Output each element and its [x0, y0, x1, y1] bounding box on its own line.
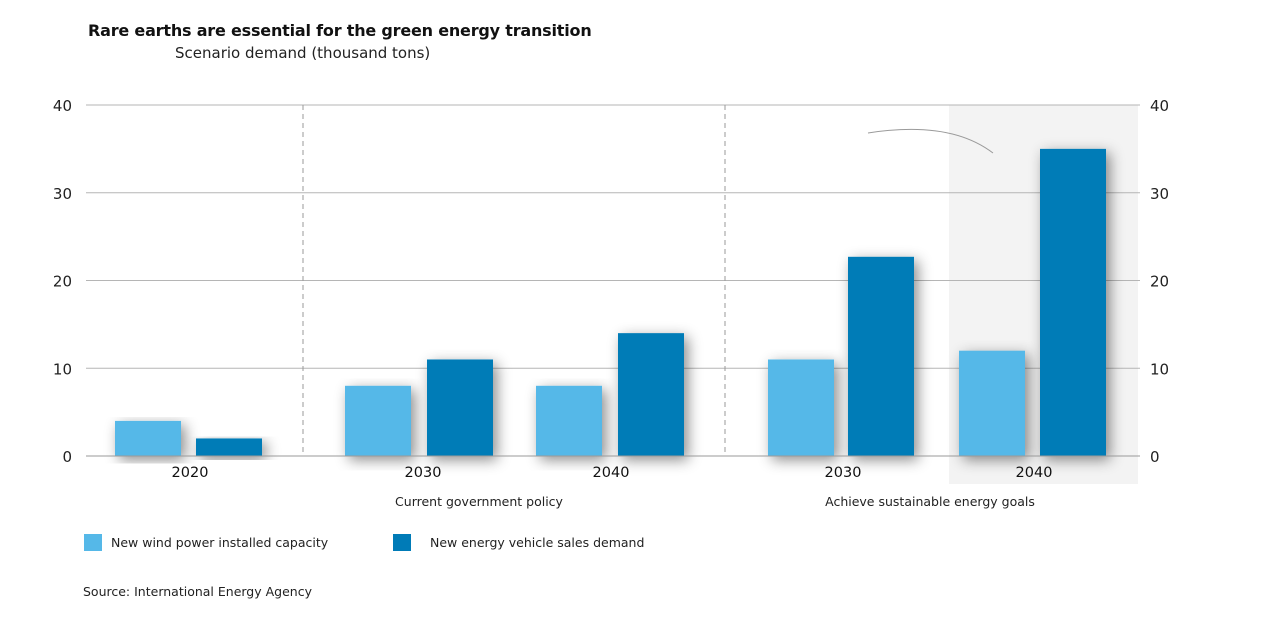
x-tick-label: 2040 [1016, 465, 1053, 481]
group-label: Achieve sustainable energy goals [825, 494, 1035, 509]
x-tick-label: 2030 [405, 465, 442, 481]
bar-wind-4 [959, 350, 1025, 456]
legend-item-vehicle: New energy vehicle sales demand [393, 534, 644, 551]
bar-vehicle-4 [1040, 148, 1106, 456]
x-tick-label: 2020 [172, 465, 209, 481]
bar-vehicle-1 [427, 359, 493, 456]
x-tick-label: 2030 [825, 465, 862, 481]
legend-label-wind: New wind power installed capacity [111, 535, 329, 550]
legend-label-vehicle: New energy vehicle sales demand [430, 535, 645, 550]
x-tick-label: 2040 [593, 465, 630, 481]
y-tick-label-left: 30 [53, 185, 72, 203]
source-note: Source: International Energy Agency [83, 584, 312, 599]
bar-wind-0 [115, 420, 181, 456]
y-tick-label-left: 20 [53, 273, 72, 291]
bar-vehicle-3 [848, 256, 914, 456]
legend-swatch-vehicle [393, 534, 411, 551]
y-tick-label-right: 20 [1150, 273, 1169, 291]
y-tick-label-left: 10 [53, 360, 72, 378]
legend-swatch-wind [84, 534, 102, 551]
y-tick-label-right: 40 [1150, 97, 1169, 115]
bar-wind-1 [345, 385, 411, 456]
y-tick-label-right: 10 [1150, 360, 1169, 378]
y-tick-label-right: 0 [1150, 448, 1160, 466]
bar-vehicle-0 [196, 438, 262, 456]
group-label: Current government policy [395, 494, 563, 509]
chart-title: Rare earths are essential for the green … [88, 21, 592, 40]
bar-wind-2 [536, 385, 602, 456]
chart-subtitle: Scenario demand (thousand tons) [175, 44, 431, 62]
y-tick-label-left: 0 [62, 448, 72, 466]
legend-item-wind: New wind power installed capacity [84, 534, 328, 551]
bar-wind-3 [768, 359, 834, 456]
y-tick-label-right: 30 [1150, 185, 1169, 203]
annotation-arc [867, 128, 994, 154]
bar-vehicle-2 [618, 333, 684, 456]
y-tick-label-left: 40 [53, 97, 72, 115]
